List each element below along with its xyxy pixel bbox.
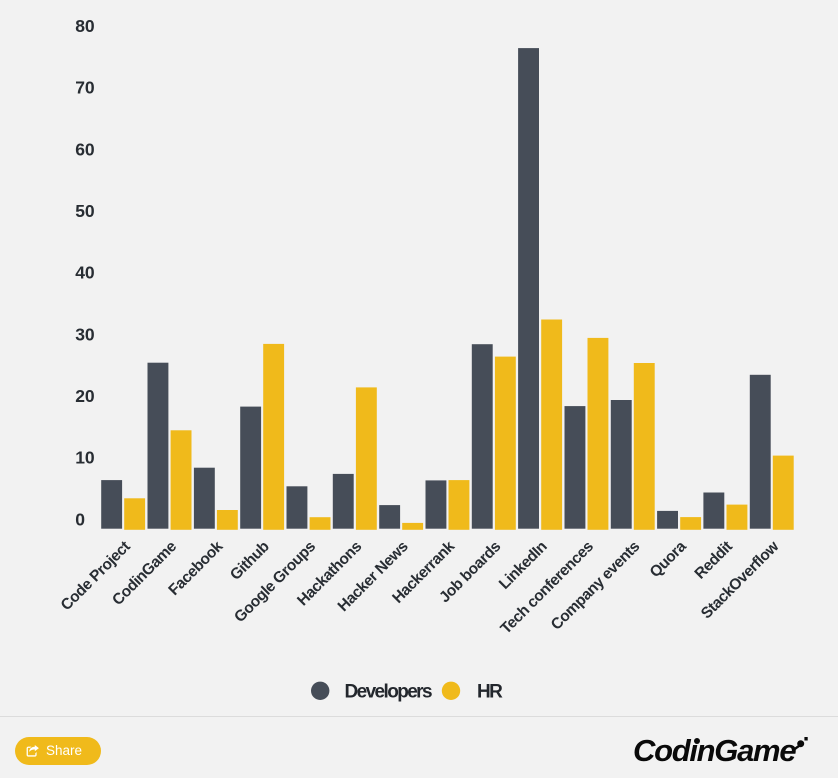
svg-text:40: 40 xyxy=(75,263,95,283)
svg-text:Google Groups: Google Groups xyxy=(231,538,319,626)
svg-text:70: 70 xyxy=(75,78,95,98)
svg-text:Quora: Quora xyxy=(647,538,690,581)
svg-text:Company events: Company events xyxy=(548,538,643,633)
svg-text:Github: Github xyxy=(227,538,272,583)
svg-text:0: 0 xyxy=(75,509,85,529)
svg-text:80: 80 xyxy=(75,16,95,36)
svg-text:HR: HR xyxy=(477,681,503,702)
svg-text:20: 20 xyxy=(75,386,95,406)
svg-text:30: 30 xyxy=(75,324,95,344)
svg-text:50: 50 xyxy=(75,201,95,221)
svg-text:Developers: Developers xyxy=(345,681,432,702)
svg-text:60: 60 xyxy=(75,139,95,159)
svg-text:10: 10 xyxy=(75,448,95,468)
svg-text:Reddit: Reddit xyxy=(692,538,736,582)
